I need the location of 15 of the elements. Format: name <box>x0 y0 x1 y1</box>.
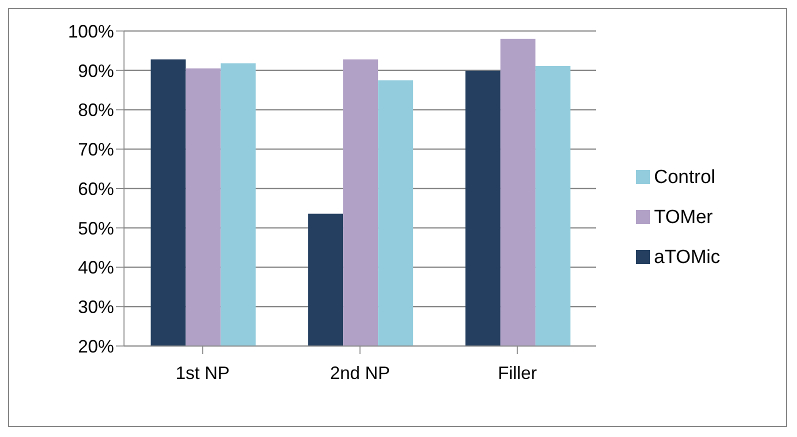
y-tick-label: 30% <box>78 297 114 318</box>
x-tick-label: 1st NP <box>176 362 230 383</box>
y-tick-label: 20% <box>78 336 114 356</box>
y-tick-label: 50% <box>78 218 114 238</box>
y-tick-label: 100% <box>68 21 114 42</box>
y-tick-label: 60% <box>78 178 114 199</box>
x-tick-label: 2nd NP <box>330 362 390 383</box>
x-tick-label: Filler <box>498 362 537 383</box>
legend-label: TOMer <box>654 206 713 228</box>
y-tick-label: 80% <box>78 100 114 120</box>
y-tick-label: 40% <box>78 258 114 278</box>
y-tick-label: 90% <box>78 60 114 81</box>
legend-label: aTOMic <box>654 246 720 268</box>
y-tick-label: 70% <box>78 140 114 160</box>
legend-label: Control <box>654 166 716 188</box>
